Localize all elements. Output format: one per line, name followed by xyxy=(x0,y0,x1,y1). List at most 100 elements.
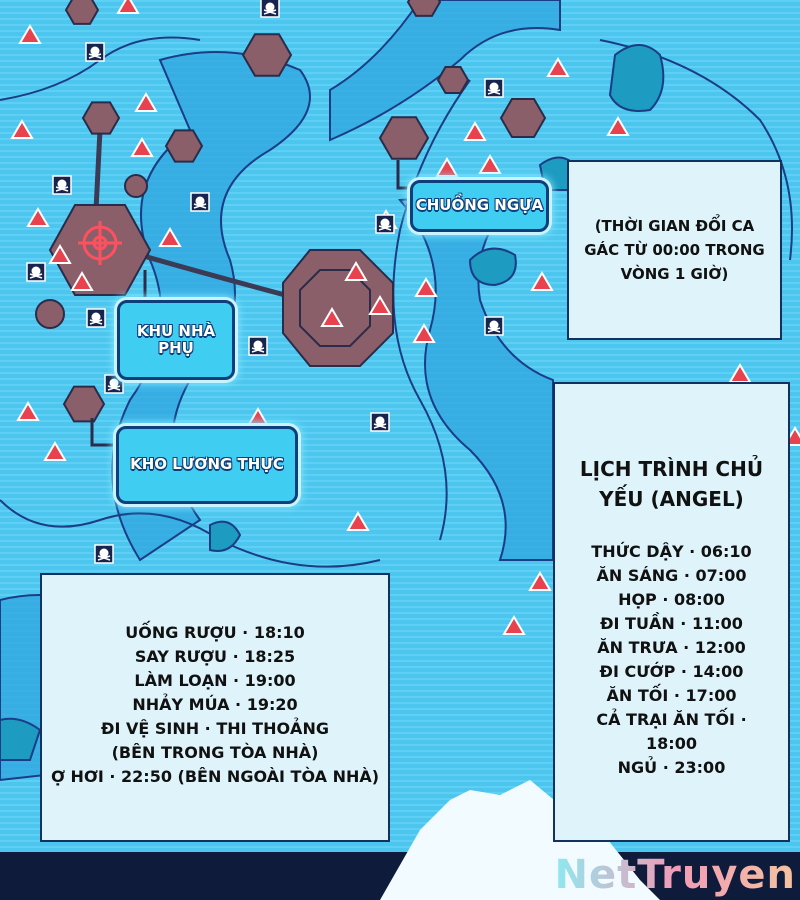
schedule-item: LÀM LOẠN · 19:00 xyxy=(134,671,296,690)
skull xyxy=(85,42,105,62)
label-stable: CHUỒNG NGỰA xyxy=(410,180,549,232)
bridges xyxy=(93,129,286,298)
schedule-item: ĐI VỆ SINH · THI THOẢNG xyxy=(101,719,329,738)
skull-bones xyxy=(487,89,501,95)
guard-marker xyxy=(502,615,526,635)
shift-note: (THỜI GIAN ĐỔI CA GÁC TỪ 00:00 TRONG VÒN… xyxy=(584,217,765,283)
burst xyxy=(380,780,660,900)
skull-bones xyxy=(263,9,277,15)
skull-head xyxy=(57,179,67,189)
skull-head xyxy=(253,340,263,350)
guard-marker xyxy=(528,571,552,591)
building xyxy=(436,66,470,94)
skull-bones xyxy=(251,347,265,353)
guard-marker xyxy=(10,119,34,139)
schedule-title: LỊCH TRÌNH CHỦ YẾU (ANGEL) xyxy=(579,457,764,511)
islands xyxy=(0,44,665,761)
skull-head xyxy=(31,266,41,276)
guard-marker xyxy=(435,157,459,177)
skull xyxy=(248,336,268,356)
main-schedule-box: LỊCH TRÌNH CHỦ YẾU (ANGEL) THỨC DẬY · 06… xyxy=(553,382,790,842)
guard-marker xyxy=(116,0,140,14)
guard-marker xyxy=(18,24,42,44)
schedule-item: ĐI TUẦN · 11:00 xyxy=(600,614,743,633)
schedule-item: (BÊN TRONG TÒA NHÀ) xyxy=(111,743,319,762)
skull-bones xyxy=(29,273,43,279)
skull xyxy=(86,308,106,328)
guard-marker xyxy=(478,154,502,174)
label-annex: KHU NHÀ PHỤ xyxy=(117,300,235,380)
guard-marker xyxy=(344,261,368,281)
markers xyxy=(10,0,800,635)
skull-bones xyxy=(487,327,501,333)
guard-marker xyxy=(412,323,436,343)
guard-marker xyxy=(134,92,158,112)
skull-head xyxy=(99,548,109,558)
watermark: NetTruyen xyxy=(554,852,796,898)
building xyxy=(378,116,430,160)
building xyxy=(164,129,204,163)
buildings xyxy=(62,0,547,423)
skull-bones xyxy=(378,225,392,231)
skull-bones xyxy=(89,319,103,325)
guard-marker xyxy=(70,271,94,291)
schedule-item: NGỦ · 23:00 xyxy=(617,758,726,777)
skull-head xyxy=(489,82,499,92)
skull xyxy=(484,316,504,336)
skull-head xyxy=(380,218,390,228)
guard-marker xyxy=(16,401,40,421)
guard-marker xyxy=(463,121,487,141)
guard-marker xyxy=(158,227,182,247)
leaders xyxy=(90,160,412,447)
building xyxy=(64,0,100,25)
schedule-item: UỐNG RƯỢU · 18:10 xyxy=(125,623,305,642)
skull-head xyxy=(489,320,499,330)
skull-icons xyxy=(26,0,504,564)
skull xyxy=(375,214,395,234)
guard-marker xyxy=(320,307,344,327)
skull xyxy=(52,175,72,195)
guard-marker xyxy=(48,244,72,264)
schedule-list: UỐNG RƯỢU · 18:10 SAY RƯỢU · 18:25 LÀM LOẠ… xyxy=(48,621,382,789)
skull xyxy=(26,262,46,282)
schedule-item: ĂN SÁNG · 07:00 xyxy=(596,566,747,585)
schedule-item: NHẢY MÚA · 19:20 xyxy=(132,695,298,714)
schedule-item: ĂN TRƯA · 12:00 xyxy=(597,638,746,657)
skull-head xyxy=(109,378,119,388)
skull-bones xyxy=(55,186,69,192)
guard-marker xyxy=(546,57,570,77)
skull-bones xyxy=(97,555,111,561)
skull-head xyxy=(90,46,100,56)
skull-head xyxy=(375,416,385,426)
building xyxy=(81,101,121,135)
skull-bones xyxy=(373,423,387,429)
skull xyxy=(94,544,114,564)
guard-marker xyxy=(26,207,50,227)
skull xyxy=(190,192,210,212)
skull-bones xyxy=(193,203,207,209)
skull-bones xyxy=(107,385,121,391)
night-schedule-box: UỐNG RƯỢU · 18:10 SAY RƯỢU · 18:25 LÀM LOẠ… xyxy=(40,573,390,842)
skull-head xyxy=(195,196,205,206)
schedule-item: ĐI CƯỚP · 14:00 xyxy=(599,662,744,681)
schedule-item: HỌP · 08:00 xyxy=(618,590,725,609)
schedule-item: CẢ TRẠI ĂN TỐI · 18:00 xyxy=(596,710,747,753)
guard-marker xyxy=(346,511,370,531)
schedule-item: THỨC DẬY · 06:10 xyxy=(591,542,752,561)
skull xyxy=(370,412,390,432)
schedule-item: ĂN TỐI · 17:00 xyxy=(606,686,737,705)
building xyxy=(406,0,442,17)
guard-marker xyxy=(606,116,630,136)
schedule-list: THỨC DẬY · 06:10 ĂN SÁNG · 07:00 HỌP · 08:… xyxy=(575,540,768,780)
skull xyxy=(484,78,504,98)
building xyxy=(62,385,106,423)
shift-note-box: (THỜI GIAN ĐỔI CA GÁC TỪ 00:00 TRONG VÒN… xyxy=(567,160,782,340)
guard-marker xyxy=(530,271,554,291)
schedule-item: Ợ HƠI · 22:50 (BÊN NGOÀI TÒA NHÀ) xyxy=(50,767,380,786)
guard-marker xyxy=(130,137,154,157)
guard-marker xyxy=(368,295,392,315)
guard-marker xyxy=(414,277,438,297)
building xyxy=(499,97,547,139)
building xyxy=(241,33,293,77)
